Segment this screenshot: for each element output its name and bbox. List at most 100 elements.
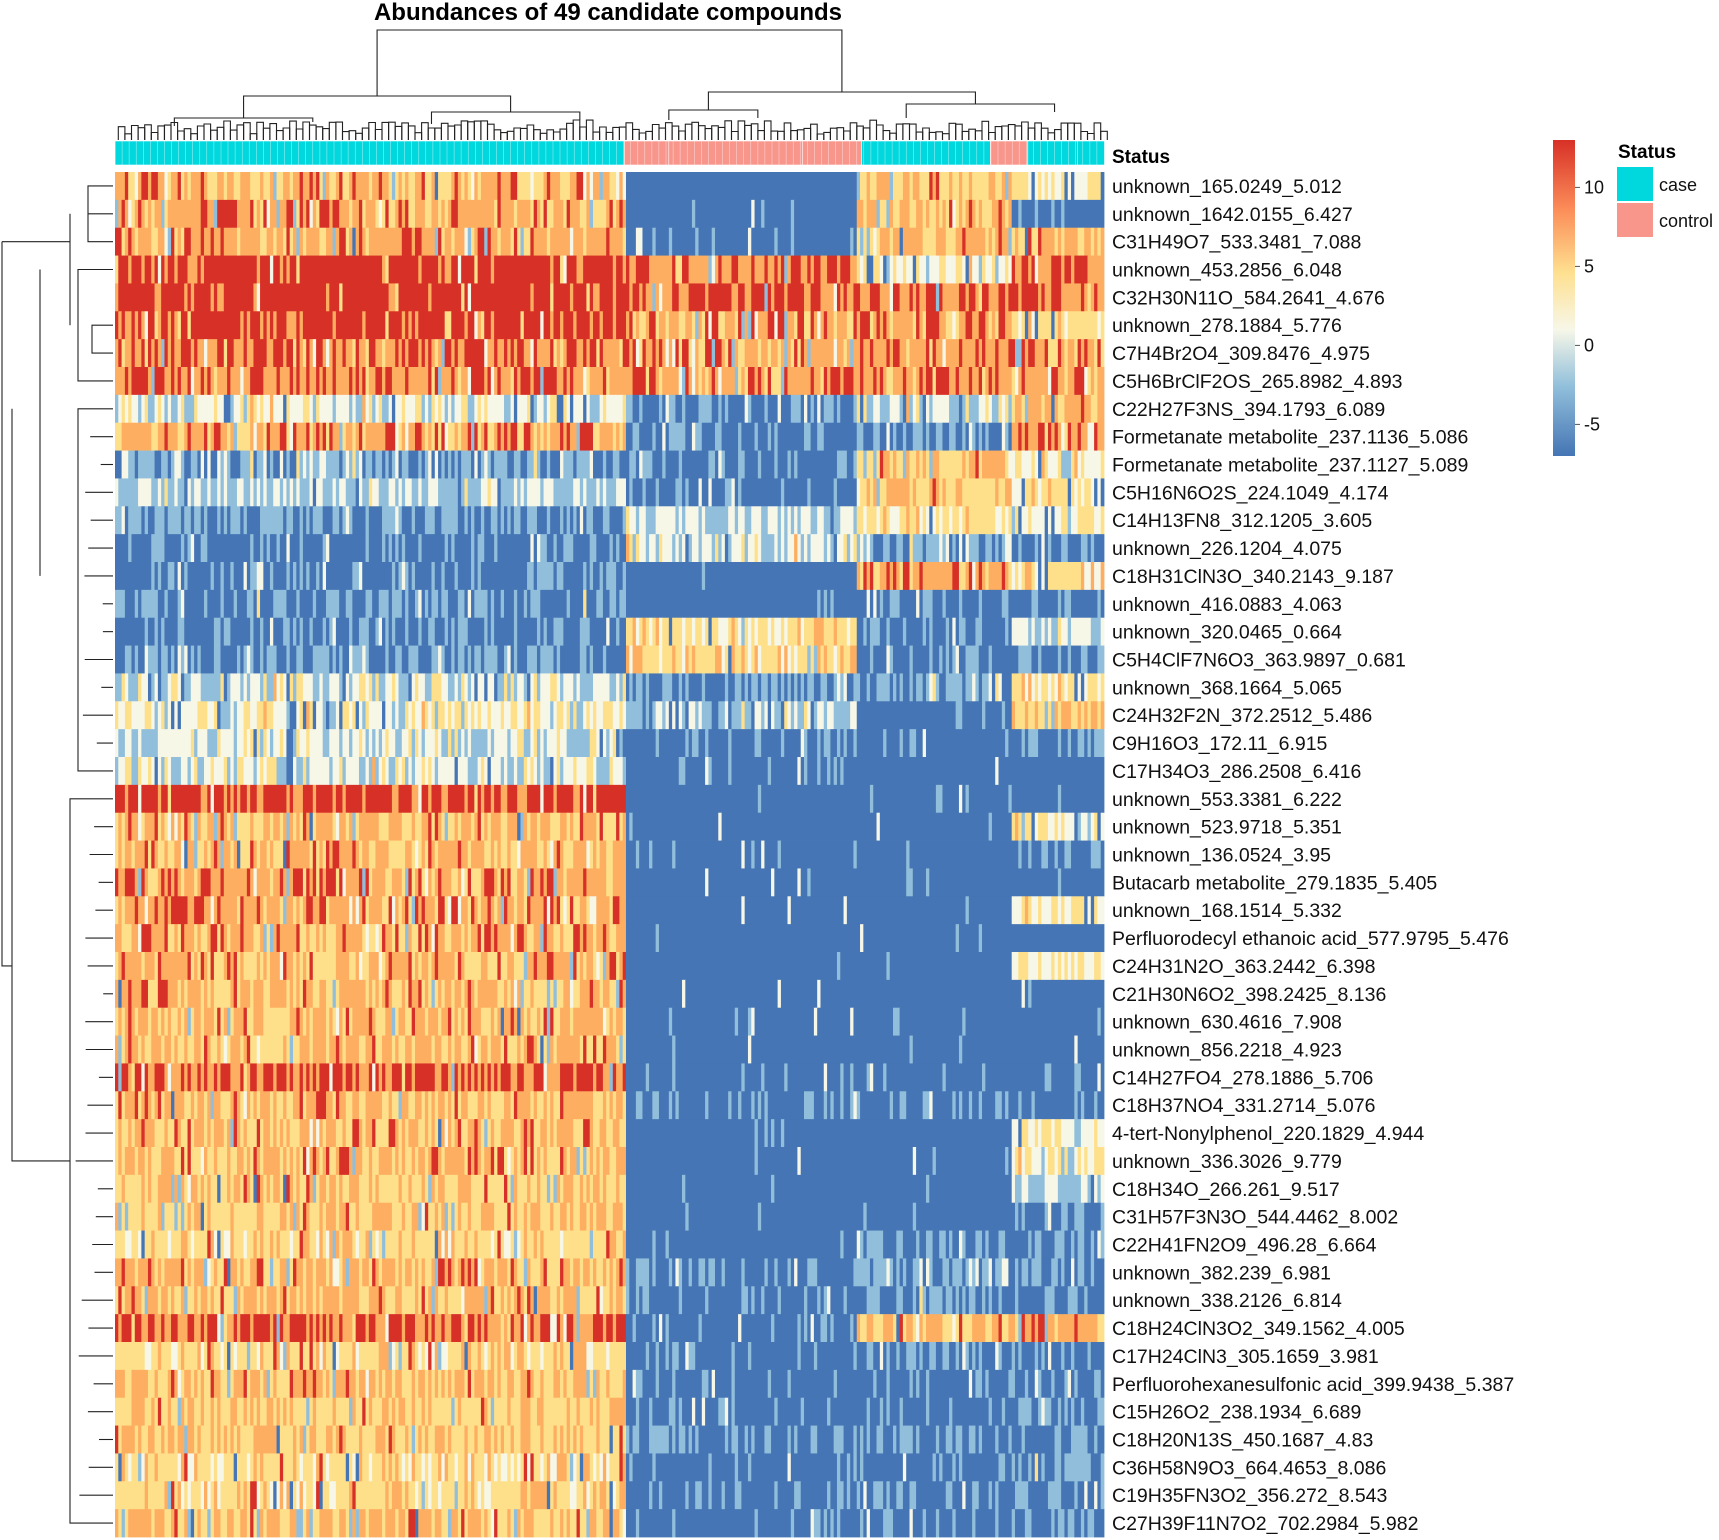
heatmap-cell xyxy=(302,394,310,424)
heatmap-cell xyxy=(583,1035,587,1064)
heatmap-cell xyxy=(909,199,917,229)
heatmap-cell xyxy=(352,339,357,368)
heatmap-cell xyxy=(428,979,432,1009)
heatmap-cell xyxy=(1087,812,1092,841)
heatmap-cell xyxy=(869,645,874,674)
heatmap-cell xyxy=(118,979,122,1009)
heatmap-cell xyxy=(398,199,403,229)
heatmap-cell xyxy=(447,1035,452,1064)
heatmap-cell xyxy=(906,840,910,869)
heatmap-cell xyxy=(230,1035,241,1064)
heatmap-cell xyxy=(358,478,363,507)
heatmap-cell xyxy=(1038,812,1049,841)
heatmap-cell xyxy=(606,394,624,424)
heatmap-cell xyxy=(431,1035,436,1064)
heatmap-cell xyxy=(477,673,485,702)
heatmap-cell xyxy=(797,868,802,897)
heatmap-cell xyxy=(625,812,630,841)
heatmap-cell xyxy=(210,227,215,256)
heatmap-cell xyxy=(454,227,465,256)
heatmap-cell xyxy=(1014,255,1022,284)
heatmap-cell xyxy=(342,645,350,674)
heatmap-cell xyxy=(118,840,122,869)
heatmap-cell xyxy=(197,812,202,841)
heatmap-cell xyxy=(797,701,805,730)
heatmap-cell xyxy=(517,645,528,674)
heatmap-cell xyxy=(283,172,291,201)
heatmap-cell xyxy=(319,924,324,953)
heatmap-cell xyxy=(925,367,933,396)
heatmap-cell xyxy=(329,840,333,869)
heatmap-cell xyxy=(602,339,620,368)
heatmap-cell xyxy=(240,1063,244,1092)
heatmap-cell xyxy=(213,1007,218,1036)
heatmap-cell xyxy=(787,311,795,340)
heatmap-cell xyxy=(1008,422,1013,451)
heatmap-cell xyxy=(665,394,670,424)
heatmap-cell xyxy=(563,367,568,396)
heatmap-cell xyxy=(586,784,594,814)
heatmap-cell xyxy=(978,394,986,424)
heatmap-cell xyxy=(207,422,212,451)
heatmap-cell xyxy=(665,450,680,479)
heatmap-cell xyxy=(464,645,469,674)
heatmap-cell xyxy=(536,952,548,981)
heatmap-cell xyxy=(609,534,614,563)
heatmap-cell xyxy=(639,840,650,869)
heatmap-cell xyxy=(560,924,564,953)
heatmap-cell xyxy=(408,562,413,591)
heatmap-cell xyxy=(293,868,304,897)
heatmap-cell xyxy=(500,422,505,451)
status-case-block xyxy=(861,140,992,166)
heatmap-cell xyxy=(632,422,640,451)
heatmap-cell xyxy=(447,729,452,758)
heatmap-cell xyxy=(1005,701,1013,730)
heatmap-cell xyxy=(682,617,686,646)
heatmap-cell xyxy=(1011,478,1022,507)
heatmap-cell xyxy=(401,478,406,507)
heatmap-cell xyxy=(639,450,643,479)
heatmap-cell xyxy=(889,562,894,591)
heatmap-cell xyxy=(563,255,568,284)
heatmap-cell xyxy=(236,199,251,229)
heatmap-cell xyxy=(131,701,146,730)
heatmap-cell xyxy=(553,701,558,730)
heatmap-cell xyxy=(154,394,159,424)
heatmap-cell xyxy=(171,394,179,424)
heatmap-cell xyxy=(935,339,943,368)
heatmap-cell xyxy=(1028,227,1032,256)
heatmap-cell xyxy=(220,868,225,897)
dendrogram-branch xyxy=(434,127,442,140)
heatmap-cell xyxy=(701,311,706,340)
heatmap-cell xyxy=(616,478,627,507)
heatmap-cell xyxy=(250,172,261,201)
heatmap-cell xyxy=(299,172,304,201)
heatmap-cell xyxy=(879,422,887,451)
heatmap-cell xyxy=(606,199,610,229)
heatmap-cell xyxy=(794,227,851,256)
heatmap-cell xyxy=(339,199,350,229)
heatmap-cell xyxy=(672,534,676,563)
heatmap-cell xyxy=(1028,506,1032,535)
heatmap-cell xyxy=(863,255,868,284)
heatmap-cell xyxy=(451,227,455,256)
heatmap-cell xyxy=(883,255,887,284)
heatmap-cell xyxy=(988,422,1003,451)
heatmap-cell xyxy=(958,506,963,535)
heatmap-cell xyxy=(1090,227,1095,256)
dendrogram-branch xyxy=(783,122,792,140)
heatmap-cell xyxy=(421,952,429,981)
heatmap-cell xyxy=(471,172,475,201)
heatmap-cell xyxy=(929,255,940,284)
heatmap-cell xyxy=(1008,729,1022,758)
heatmap-cell xyxy=(583,701,587,730)
heatmap-cell xyxy=(415,227,422,256)
heatmap-cell xyxy=(546,394,551,424)
heatmap-cell xyxy=(962,589,980,619)
heatmap-cell xyxy=(593,283,601,312)
heatmap-cell xyxy=(738,506,746,535)
heatmap-cell xyxy=(421,534,446,563)
heatmap-cell xyxy=(688,729,693,758)
heatmap-cell xyxy=(164,812,169,841)
heatmap-cell xyxy=(490,589,495,619)
